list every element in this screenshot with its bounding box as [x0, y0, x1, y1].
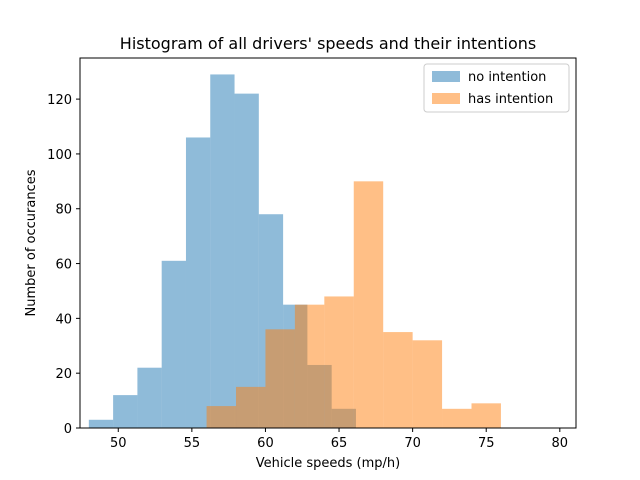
bar-series0-bin3 [161, 260, 186, 428]
bar-series0-bin0 [88, 419, 114, 428]
x-tick-label-0: 50 [110, 436, 127, 451]
bar-series0-bin5 [210, 74, 235, 428]
legend-swatch-0 [432, 71, 460, 82]
bar-series1-bin2 [265, 329, 295, 428]
y-tick-label-6: 120 [47, 93, 72, 108]
x-tick-label-2: 60 [257, 436, 274, 451]
bar-series1-bin4 [324, 296, 354, 428]
bar-series1-bin6 [383, 332, 413, 428]
x-tick-label-1: 55 [184, 436, 201, 451]
x-tick-label-5: 75 [478, 436, 495, 451]
bar-series1-bin8 [442, 408, 472, 428]
y-tick-label-4: 80 [55, 203, 72, 218]
bar-series0-bin1 [113, 395, 138, 428]
y-tick-label-5: 100 [47, 148, 72, 163]
bar-series1-bin7 [412, 340, 443, 428]
plot-frame [79, 57, 577, 429]
bar-series1-bin1 [236, 386, 266, 428]
x-axis-label: Vehicle speeds (mp/h) [256, 456, 400, 471]
x-axis: 50 55 60 65 70 75 80 [110, 428, 568, 451]
x-tick-label-6: 80 [552, 436, 569, 451]
bar-series0-bin6 [234, 93, 259, 428]
legend-label-1: has intention [468, 92, 553, 107]
y-tick-label-2: 40 [55, 312, 72, 327]
x-tick-label-3: 65 [331, 436, 348, 451]
bar-series0-bin4 [185, 137, 211, 428]
y-axis-label: Number of occurances [24, 169, 39, 316]
bar-series0-bin2 [137, 367, 162, 428]
y-tick-label-1: 20 [55, 367, 72, 382]
bars-group [88, 74, 501, 428]
bar-series1-bin5 [353, 181, 384, 428]
bar-series1-bin0 [206, 406, 237, 428]
x-tick-label-4: 70 [404, 436, 421, 451]
legend-box [423, 63, 570, 113]
y-tick-label-0: 0 [64, 422, 72, 437]
y-axis: 0 20 40 60 80 100 120 [47, 93, 80, 437]
y-tick-label-3: 60 [55, 258, 72, 273]
legend-label-0: no intention [468, 70, 546, 85]
legend: no intention has intention [423, 63, 570, 113]
bar-series1-bin9 [471, 403, 501, 428]
bar-series1-bin3 [294, 304, 325, 428]
legend-swatch-1 [432, 93, 460, 104]
chart-title: Histogram of all drivers' speeds and the… [120, 34, 536, 53]
